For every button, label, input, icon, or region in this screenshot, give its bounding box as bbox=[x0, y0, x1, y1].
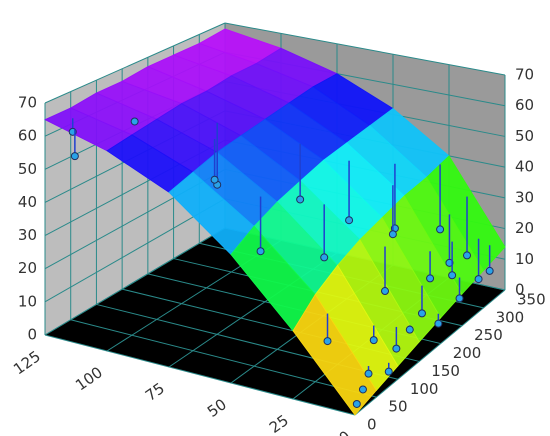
z-tick-label: 20 bbox=[18, 259, 37, 277]
point bbox=[417, 309, 426, 318]
point bbox=[445, 258, 454, 267]
point bbox=[384, 367, 393, 376]
point bbox=[345, 216, 354, 225]
y-tick-label: 0 bbox=[367, 416, 377, 434]
y-tick-label: 100 bbox=[410, 380, 439, 398]
point bbox=[130, 117, 139, 126]
point bbox=[358, 385, 367, 394]
x-tick-label: 0 bbox=[336, 427, 354, 436]
y-tick-label: 250 bbox=[474, 326, 503, 344]
y-tick-label: 50 bbox=[388, 398, 407, 416]
point bbox=[381, 287, 390, 296]
grid-line bbox=[44, 227, 226, 336]
point bbox=[388, 230, 397, 239]
z-tick-label: 0 bbox=[515, 281, 525, 299]
y-tick-label: 300 bbox=[496, 308, 525, 326]
grid-line bbox=[44, 334, 356, 416]
point bbox=[485, 266, 494, 275]
x-tick-label: 75 bbox=[142, 379, 168, 405]
z-tick-label: 40 bbox=[18, 193, 37, 211]
point bbox=[352, 399, 361, 408]
z-tick-label: 20 bbox=[515, 219, 534, 237]
x-tick-label: 25 bbox=[266, 411, 292, 436]
x-tick-label: 50 bbox=[204, 395, 230, 421]
point bbox=[426, 274, 435, 283]
grid-line bbox=[44, 22, 226, 104]
point bbox=[296, 195, 305, 204]
point bbox=[369, 336, 378, 345]
point bbox=[70, 152, 79, 161]
point bbox=[256, 247, 265, 256]
point bbox=[210, 175, 219, 184]
z-tick-label: 30 bbox=[515, 188, 534, 206]
z-tick-label: 70 bbox=[515, 66, 534, 84]
x-tick-label: 125 bbox=[10, 347, 44, 378]
point bbox=[405, 325, 414, 334]
z-tick-label: 50 bbox=[18, 160, 37, 178]
point bbox=[474, 275, 483, 284]
surface-patch bbox=[292, 293, 377, 416]
z-tick-label: 60 bbox=[515, 96, 534, 114]
z-tick-label: 50 bbox=[515, 127, 534, 145]
grid-line bbox=[354, 289, 506, 416]
y-tick-label: 200 bbox=[453, 344, 482, 362]
point bbox=[392, 344, 401, 353]
point bbox=[434, 319, 443, 328]
z-tick-label: 0 bbox=[27, 326, 37, 344]
z-tick-label: 60 bbox=[18, 127, 37, 145]
z-tick-label: 40 bbox=[515, 158, 534, 176]
point bbox=[448, 271, 457, 280]
z-tick-label: 30 bbox=[18, 226, 37, 244]
point bbox=[463, 251, 472, 260]
z-tick-label: 10 bbox=[515, 250, 534, 268]
grid-line bbox=[70, 319, 377, 398]
point bbox=[455, 294, 464, 303]
point bbox=[364, 369, 373, 378]
point bbox=[436, 225, 445, 234]
x-tick-label: 100 bbox=[72, 363, 106, 394]
point bbox=[323, 337, 332, 346]
y-tick-label: 350 bbox=[517, 291, 546, 309]
point bbox=[320, 253, 329, 262]
grid-line bbox=[224, 22, 506, 76]
z-tick-label: 10 bbox=[18, 292, 37, 310]
y-tick-label: 150 bbox=[431, 362, 460, 380]
z-tick-label: 70 bbox=[18, 94, 37, 112]
